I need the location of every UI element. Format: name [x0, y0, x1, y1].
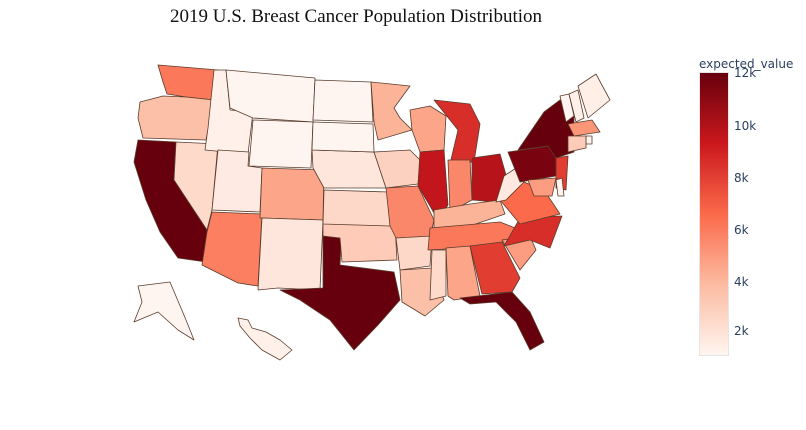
state-az[interactable] — [201, 211, 263, 287]
state-hi[interactable] — [237, 317, 293, 361]
state-or[interactable] — [137, 95, 215, 141]
colorbar-tick: 8k — [734, 171, 749, 185]
state-nc[interactable] — [503, 215, 563, 249]
state-ct[interactable] — [567, 135, 587, 153]
state-mn[interactable] — [370, 81, 413, 141]
colorbar-tick: 2k — [734, 324, 749, 338]
colorbar-title: expected_value — [699, 57, 794, 71]
state-co[interactable] — [259, 167, 325, 221]
state-ar[interactable] — [395, 235, 433, 271]
state-nm[interactable] — [257, 217, 324, 291]
colorbar — [699, 72, 729, 356]
state-wi[interactable] — [409, 105, 447, 153]
colorbar-tick: 4k — [734, 275, 749, 289]
state-ri[interactable] — [585, 135, 593, 145]
state-wa[interactable] — [157, 64, 219, 101]
state-md[interactable] — [527, 177, 557, 197]
colorbar-tick: 6k — [734, 223, 749, 237]
state-me[interactable] — [577, 73, 611, 119]
state-sd[interactable] — [311, 121, 375, 153]
state-mt[interactable] — [225, 69, 316, 123]
state-ak[interactable] — [133, 281, 195, 341]
state-tx[interactable] — [279, 219, 401, 351]
chart-title: 2019 U.S. Breast Cancer Population Distr… — [169, 6, 543, 27]
state-ma[interactable] — [567, 119, 601, 137]
state-ms[interactable] — [429, 249, 447, 301]
state-ga[interactable] — [469, 241, 521, 295]
state-nh[interactable] — [568, 89, 585, 123]
colorbar-tick: 12k — [734, 66, 757, 80]
state-fl[interactable] — [459, 291, 545, 351]
state-wy[interactable] — [248, 119, 314, 169]
state-de[interactable] — [555, 177, 565, 197]
state-ks[interactable] — [322, 189, 391, 227]
colorbar-tick: 10k — [734, 119, 757, 133]
state-nd[interactable] — [312, 79, 374, 123]
